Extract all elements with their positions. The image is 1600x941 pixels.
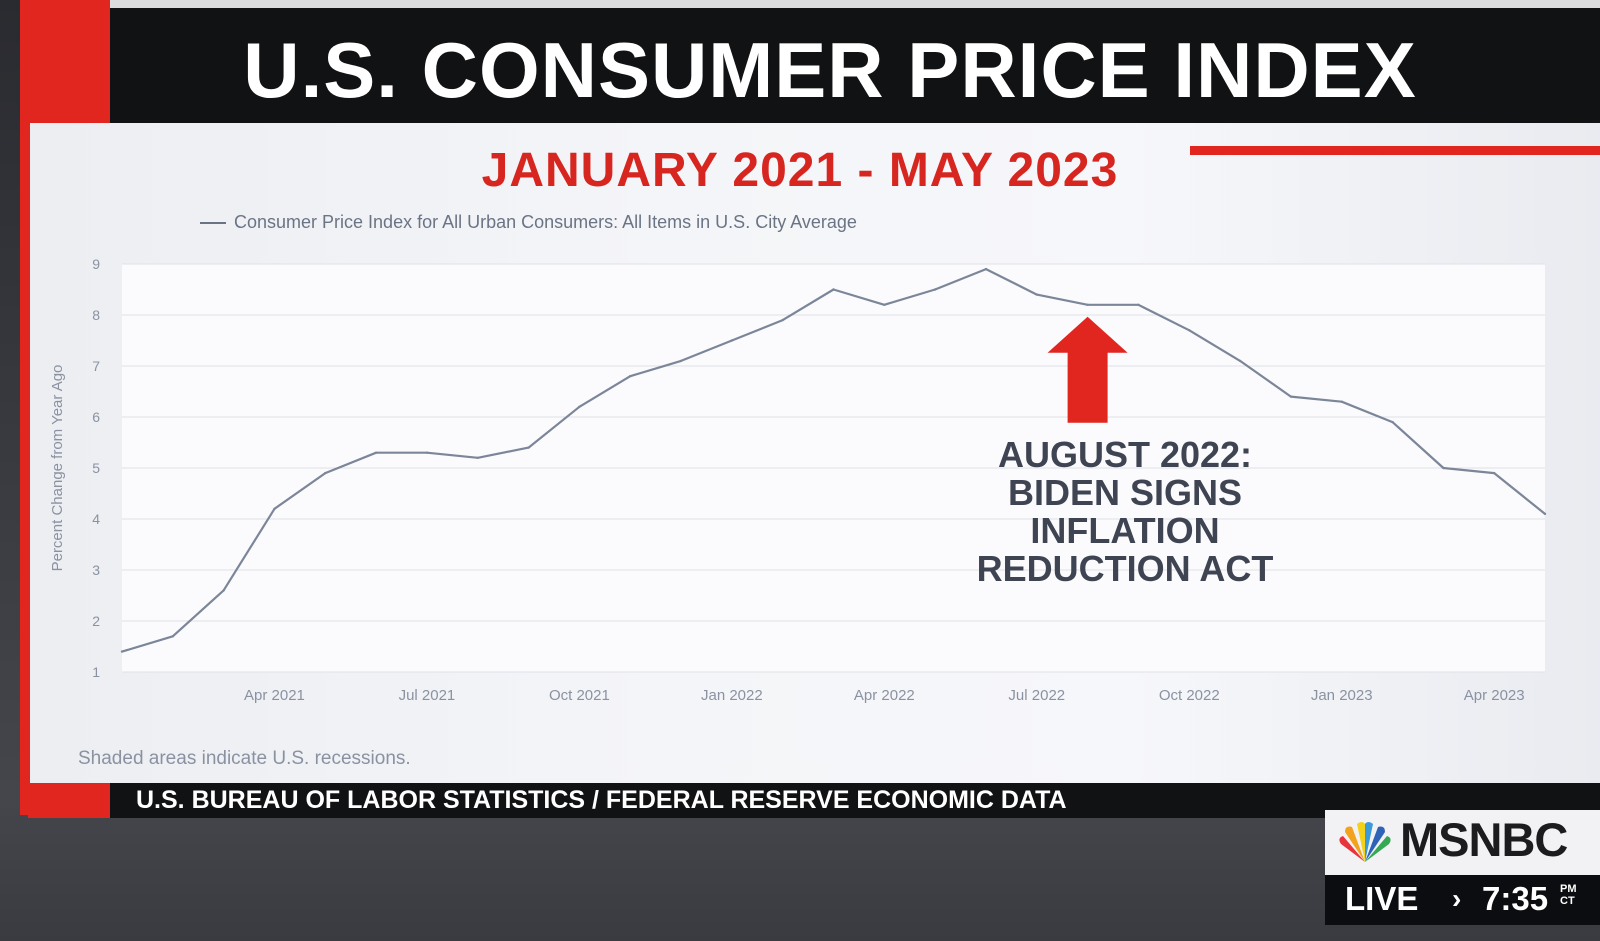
- x-tick-label: Oct 2021: [549, 687, 610, 704]
- data-point: [476, 456, 479, 459]
- source-red-block: [28, 783, 118, 818]
- x-tick-label: Jan 2023: [1311, 687, 1373, 704]
- data-point: [222, 589, 225, 592]
- data-point: [883, 303, 886, 306]
- x-tick-label: Oct 2022: [1159, 687, 1220, 704]
- time-zone: PM CT: [1560, 883, 1577, 907]
- data-point: [273, 507, 276, 510]
- red-accent-strip: [1190, 146, 1600, 155]
- data-point: [1442, 466, 1445, 470]
- data-point: [730, 339, 734, 342]
- data-point: [832, 288, 835, 291]
- title-rule: [110, 0, 1600, 8]
- annotation-line-4: REDUCTION ACT: [976, 548, 1274, 589]
- data-point: [171, 635, 175, 638]
- y-tick-label: 5: [92, 460, 100, 476]
- live-box: [1325, 875, 1600, 925]
- legend-label: Consumer Price Index for All Urban Consu…: [234, 212, 857, 232]
- chart-subtitle: JANUARY 2021 - MAY 2023: [481, 144, 1119, 197]
- y-tick-label: 3: [92, 562, 100, 578]
- y-tick-label: 4: [92, 511, 100, 527]
- data-point: [984, 267, 988, 271]
- recession-footnote: Shaded areas indicate U.S. recessions.: [78, 748, 411, 769]
- data-point: [1035, 293, 1038, 296]
- peacock-logo-icon: [1339, 822, 1391, 862]
- annotation-line-2: BIDEN SIGNS: [1007, 472, 1243, 513]
- data-point: [1340, 400, 1343, 403]
- x-tick-label: Jul 2022: [1008, 687, 1065, 704]
- data-point: [1543, 512, 1547, 516]
- y-tick-label: 6: [92, 409, 100, 425]
- data-point: [324, 471, 327, 475]
- data-point: [629, 375, 632, 378]
- data-point: [1086, 303, 1089, 306]
- data-point: [425, 451, 429, 454]
- data-point: [1238, 359, 1242, 363]
- data-point: [1492, 471, 1496, 475]
- data-point: [1188, 329, 1191, 332]
- data-point: [527, 446, 530, 449]
- chart-legend: Consumer Price Index for All Urban Consu…: [200, 212, 857, 233]
- time-suffix-ampm: PM: [1560, 883, 1577, 895]
- source-credit: U.S. BUREAU OF LABOR STATISTICS / FEDERA…: [136, 786, 1067, 814]
- x-tick-label: Apr 2023: [1464, 687, 1525, 704]
- annotation-text: AUGUST 2022: BIDEN SIGNS INFLATION REDUC…: [915, 436, 1335, 588]
- title-band: [110, 0, 1600, 135]
- time-suffix-zone: CT: [1560, 895, 1575, 907]
- y-tick-label: 1: [92, 664, 100, 680]
- data-point: [120, 650, 124, 653]
- arrow-up-icon: [1047, 316, 1128, 423]
- legend-line-swatch: [200, 222, 226, 225]
- y-tick-label: 8: [92, 307, 100, 323]
- data-point: [578, 405, 581, 408]
- chevron-right-icon: ›: [1452, 883, 1462, 914]
- data-point: [933, 288, 937, 291]
- x-tick-label: Jan 2022: [701, 687, 763, 704]
- y-tick-label: 9: [92, 256, 100, 272]
- y-axis-label: Percent Change from Year Ago: [49, 365, 66, 572]
- live-time: 7:35: [1482, 880, 1549, 917]
- x-tick-label: Apr 2021: [244, 687, 305, 704]
- data-point: [1391, 420, 1394, 424]
- data-point: [781, 318, 784, 322]
- x-tick-label: Apr 2022: [854, 687, 915, 704]
- data-point: [679, 359, 683, 363]
- annotation-line-1: AUGUST 2022:: [997, 434, 1253, 475]
- page-title: U.S. CONSUMER PRICE INDEX: [243, 26, 1417, 114]
- data-point: [374, 451, 378, 454]
- network-name: MSNBC: [1400, 813, 1568, 866]
- network-logo-box: [1325, 810, 1600, 875]
- live-label: LIVE: [1345, 880, 1419, 917]
- data-point: [1289, 395, 1293, 398]
- y-tick-label: 7: [92, 358, 100, 374]
- annotation-line-3: INFLATION: [1030, 510, 1220, 551]
- data-point: [1137, 303, 1140, 306]
- y-tick-label: 2: [92, 613, 100, 629]
- x-tick-label: Jul 2021: [399, 687, 456, 704]
